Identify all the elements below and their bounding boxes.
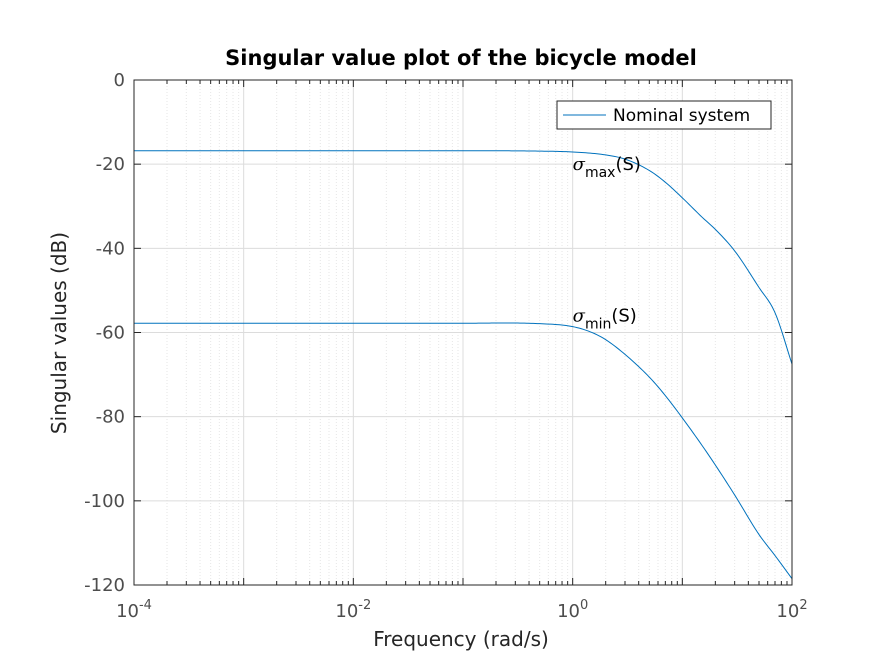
x-tick-exponent: -4 [139,598,152,613]
x-tick-base: 10 [776,601,799,622]
y-axis-label: Singular values (dB) [47,232,71,434]
x-tick-base: 10 [335,601,358,622]
annotation-symbol: σ [573,154,586,175]
x-tick-exponent: 2 [799,598,807,613]
x-tick-base: 10 [557,601,580,622]
y-tick-label: -80 [96,407,125,428]
legend-entry-nominal-system: Nominal system [613,106,750,126]
series-line-sigma-max [134,150,793,365]
annotation-subscript: min [585,317,611,333]
series-layer [134,150,793,579]
x-tick-label: 10-4 [116,598,152,622]
annotation-suffix: (S) [611,306,636,327]
series-line-sigma-min [134,322,793,579]
annotation-subscript: max [585,165,616,181]
x-tick-label: 100 [557,598,588,622]
x-axis-label: Frequency (rad/s) [373,627,549,651]
annotation-min: σmin(S) [573,306,637,333]
annotation-max: σmax(S) [573,154,641,181]
y-tick-label: -40 [96,238,125,259]
y-tick-label: -60 [96,323,125,344]
x-tick-exponent: -2 [358,598,371,613]
y-tick-label: -100 [84,491,125,512]
annotation-suffix: (S) [615,154,640,175]
x-tick-base: 10 [116,601,139,622]
y-tick-label: -120 [84,575,125,596]
legend: Nominal system [556,100,772,130]
x-tick-label: 10-2 [335,598,371,622]
y-tick-label: 0 [114,70,125,91]
y-tick-labels: 0 -20 -40 -60 -80 -100 -120 [84,70,125,596]
y-tick-label: -20 [96,154,125,175]
x-tick-label: 102 [776,598,807,622]
x-tick-labels: 10-4 10-2 100 102 [116,598,808,622]
x-tick-exponent: 0 [580,598,588,613]
annotations-layer: σmax(S)σmin(S) [573,154,641,332]
chart-title: Singular value plot of the bicycle model [225,46,697,70]
annotation-symbol: σ [573,306,586,327]
tick-marks [133,79,793,586]
